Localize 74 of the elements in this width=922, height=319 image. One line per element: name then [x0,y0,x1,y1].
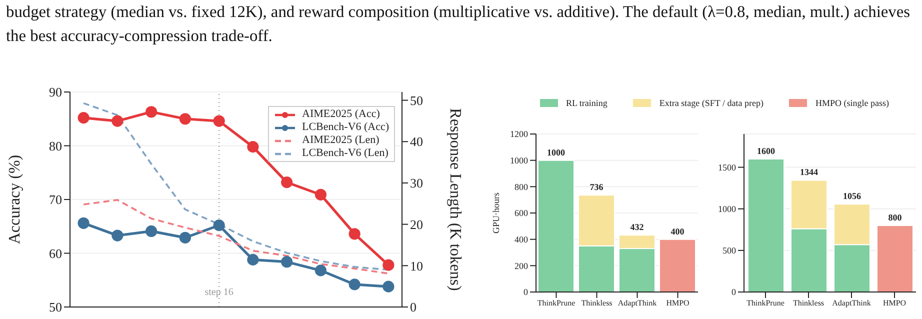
total-label: 736 [590,182,604,192]
y-tick-label: 90 [49,84,62,100]
point [179,113,191,125]
bar [876,224,914,292]
text: budget strategy (median vs. fixed 12K), and reward composition (multiplicative vs. additive). The default (λ=0.8, median, mult.) achieves the best accuracy-compression trade-off. [6,1,912,47]
total-label: 400 [670,226,685,236]
legend-label: RL training [566,98,608,108]
legend-label: AIME2025 (Len) [302,134,380,147]
legend-label: Extra stage (SFT / data prep) [659,98,764,108]
y-axis-title: GPU·hours [491,192,502,234]
point [78,217,90,229]
y-tick-label: 0 [524,287,528,298]
point [348,278,360,290]
y2-tick-label: 20 [410,216,423,232]
point [382,259,394,271]
total-label: 432 [630,222,644,232]
y-tick-label: 400 [514,234,528,245]
x-tick-label: HMPO [882,298,906,308]
y-tick-label: 70 [49,192,62,208]
point [247,254,259,266]
point [112,230,124,242]
legend-label: AIME2025 (Acc) [302,108,380,121]
total-label: 1600 [757,146,776,156]
x-tick-label: AdaptThink [832,298,871,308]
x-tick-label: ThinkPrune [537,298,576,308]
x-tick-label: Thinkless [792,298,824,308]
legend-label: LCBench-V6 (Acc) [302,121,390,134]
total-label: 1344 [800,167,818,178]
y-tick-label: 500 [722,246,736,256]
legend-label: LCBench-V6 (Len) [302,147,388,160]
y2-tick-label: 40 [410,134,423,150]
point [247,141,259,153]
y-tick-label: 1000 [718,204,736,214]
y-tick-label: 1200 [510,129,528,140]
y-tick-label: 1000 [510,156,528,166]
point [348,228,360,240]
x-tick-label: HMPO [666,298,690,308]
legend-label: HMPO (single pass) [815,98,889,108]
x-tick-label: AdaptThink [618,298,657,308]
bar [748,158,784,292]
total-label: 1056 [843,191,862,202]
y2-axis-title: Response Length (K tokens) [446,108,464,291]
y2-tick-label: 10 [410,258,423,274]
point [179,232,191,244]
point [146,106,158,118]
y-tick-label: 200 [514,260,528,271]
y-tick-label: 800 [514,182,528,192]
x-tick-label: ThinkPrune [746,298,785,308]
total-label: 1000 [547,147,566,158]
point [281,256,293,268]
y-tick-label: 1500 [718,162,736,172]
total-label: 800 [888,212,902,222]
point [314,264,326,276]
y2-tick-label: 30 [410,176,423,191]
y-tick-label: 60 [49,246,62,261]
point [314,188,326,200]
point [213,220,225,232]
bar [659,238,696,292]
point [146,225,158,238]
bar [538,160,574,292]
y-tick-label: 600 [514,208,528,218]
point [382,280,394,292]
y-axis-title: Accuracy (%) [6,154,24,244]
y-tick-label: 0 [732,287,736,298]
y-tick-label: 50 [49,300,62,315]
point [281,176,293,188]
point [112,115,124,127]
annotation: step 16 [204,287,234,298]
y2-tick-label: 50 [410,92,423,108]
y-tick-label: 80 [49,138,62,154]
point [213,115,225,127]
y2-tick-label: 0 [410,300,416,315]
point [78,112,90,124]
x-tick-label: Thinkless [581,298,612,308]
